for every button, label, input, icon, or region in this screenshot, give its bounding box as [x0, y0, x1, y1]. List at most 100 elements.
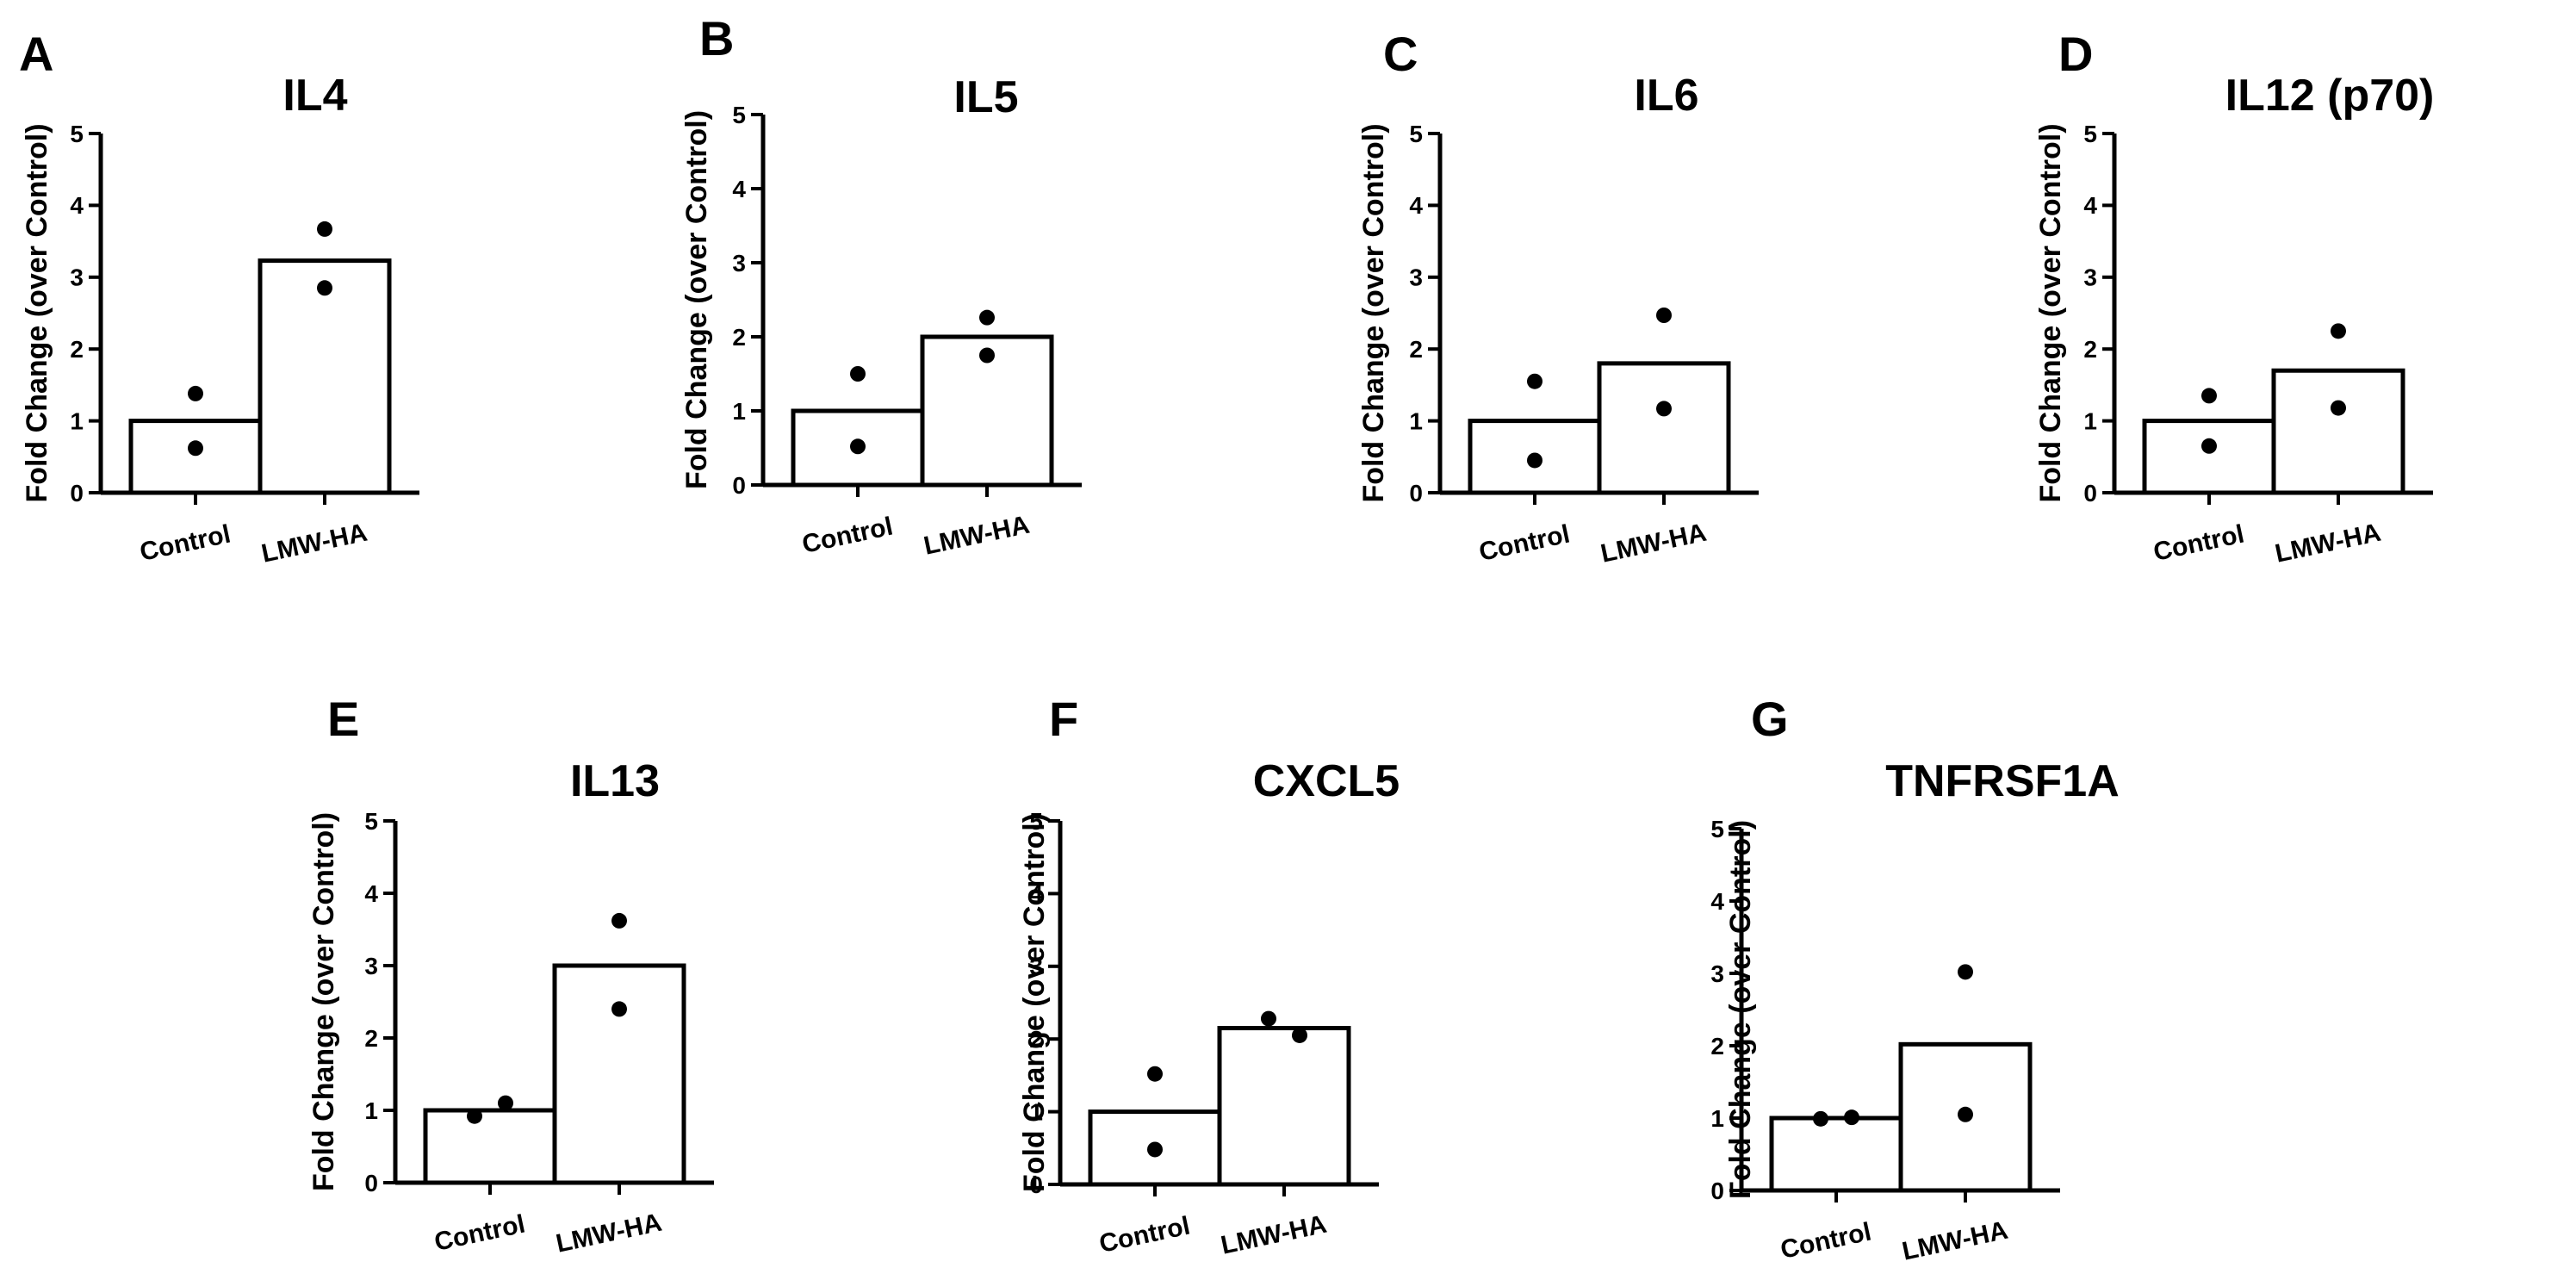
chart-title: IL12 (p70): [2225, 71, 2435, 121]
data-point: [2331, 400, 2346, 416]
data-point: [1527, 373, 1542, 389]
panel-letter: E: [327, 692, 359, 746]
panel-letter: C: [1383, 27, 1418, 81]
y-tick-label: 0: [70, 480, 84, 506]
data-point: [1656, 401, 1672, 417]
y-tick-label: 2: [1710, 1033, 1724, 1060]
panel-e: E IL13 Fold Change (over Control) 0 1 2 3 4 5 Con…: [307, 692, 714, 1258]
bar-control: [423, 1108, 557, 1185]
y-tick-label: 1: [732, 398, 746, 425]
y-axis-label: Fold Change (over Control): [1357, 123, 1390, 502]
bar-control: [128, 419, 263, 495]
y-axis-label: Fold Change (over Control): [1018, 813, 1051, 1192]
y-tick-label: 2: [364, 1025, 378, 1052]
y-tick-label: 4: [364, 880, 378, 907]
y-tick-label: 4: [1710, 888, 1724, 915]
bar-lmw-ha: [1597, 361, 1731, 495]
data-point: [2331, 323, 2346, 339]
data-point: [1261, 1010, 1276, 1027]
y-tick-label: 1: [1029, 1098, 1043, 1125]
data-point: [1958, 1106, 1973, 1122]
bar-control: [1769, 1116, 1903, 1193]
data-point: [1292, 1027, 1307, 1043]
y-tick-label: 3: [1710, 960, 1724, 987]
y-axis-label: Fold Change (over Control): [2034, 123, 2067, 502]
y-tick-label: 5: [364, 808, 378, 835]
x-tick-label: Control: [2151, 519, 2246, 566]
data-point: [1656, 308, 1672, 324]
y-axis-label: Fold Change (over Control): [680, 110, 713, 489]
panel-letter: F: [1049, 692, 1078, 746]
y-tick-label: 0: [1710, 1178, 1724, 1204]
y-tick-label: 0: [732, 472, 746, 499]
y-tick-label: 4: [1029, 880, 1043, 907]
x-tick-label: LMW-HA: [1598, 519, 1710, 569]
x-tick-label: Control: [431, 1209, 527, 1256]
y-tick-label: 2: [1409, 336, 1423, 363]
panel-c: C IL6 Fold Change (over Control) 0 1 2 3 4 5 Cont…: [1357, 27, 1759, 569]
bar-lmw-ha: [1217, 1026, 1351, 1187]
y-tick-label: 2: [70, 336, 84, 363]
x-tick-label: Control: [799, 512, 895, 558]
data-point: [467, 1108, 482, 1124]
y-tick-label: 1: [364, 1097, 378, 1124]
x-tick-label: LMW-HA: [554, 1209, 665, 1258]
y-tick-label: 4: [2083, 192, 2097, 219]
panel-letter: B: [699, 11, 734, 65]
data-point: [979, 309, 995, 326]
y-tick-label: 2: [732, 324, 746, 351]
bar-lmw-ha: [258, 258, 392, 495]
x-tick-label: Control: [1778, 1217, 1873, 1264]
panel-g: GTNFRSF1AFold Change (over Control)01234…: [1710, 692, 2119, 1266]
y-tick-label: 2: [1029, 1026, 1043, 1053]
y-tick-label: 3: [364, 953, 378, 979]
y-tick-label: 5: [70, 121, 84, 147]
y-axis-label: Fold Change (over Control): [21, 123, 53, 502]
data-point: [498, 1095, 513, 1111]
data-point: [2201, 438, 2217, 454]
y-tick-label: 3: [1409, 264, 1423, 291]
y-tick-label: 0: [364, 1170, 378, 1196]
x-tick-label: LMW-HA: [1900, 1216, 2011, 1266]
panel-d: D IL12 (p70) Fold Change (over Control) 0 1 2…: [2034, 27, 2434, 569]
chart-title: IL4: [282, 71, 347, 121]
y-tick-label: 5: [1029, 808, 1043, 835]
data-point: [979, 347, 995, 364]
chart-title: IL6: [1634, 71, 1698, 121]
panel-b: B IL5 Fold Change (over Control) 0 1 2 3 4 5 Cont…: [680, 11, 1082, 561]
y-axis-label: Fold Change (over Control): [307, 812, 340, 1191]
y-tick-label: 1: [2083, 407, 2097, 434]
y-tick-label: 5: [1710, 816, 1724, 842]
x-tick-label: LMW-HA: [2273, 519, 2384, 569]
data-point: [188, 385, 203, 401]
chart-title: IL5: [953, 72, 1018, 122]
data-point: [317, 280, 332, 296]
x-tick-label: LMW-HA: [922, 511, 1033, 561]
y-tick-label: 3: [732, 250, 746, 277]
y-tick-label: 4: [732, 176, 746, 202]
data-point: [2201, 388, 2217, 404]
chart-title: TNFRSF1A: [1885, 756, 2120, 806]
data-point: [611, 1001, 627, 1017]
bar-lmw-ha: [552, 963, 686, 1185]
x-tick-label: LMW-HA: [259, 519, 370, 569]
data-point: [1813, 1110, 1828, 1127]
y-tick-label: 3: [70, 264, 84, 291]
data-point: [317, 221, 332, 237]
y-tick-label: 1: [1710, 1105, 1724, 1132]
panel-letter: G: [1751, 692, 1789, 746]
data-point: [1844, 1109, 1859, 1126]
y-tick-label: 4: [1409, 192, 1423, 219]
y-tick-label: 5: [1409, 121, 1423, 147]
y-tick-label: 0: [1409, 480, 1423, 506]
y-tick-label: 0: [2083, 480, 2097, 506]
y-tick-label: 5: [732, 102, 746, 128]
y-tick-label: 1: [70, 407, 84, 434]
x-tick-label: LMW-HA: [1219, 1210, 1330, 1260]
y-tick-label: 2: [2083, 336, 2097, 363]
data-point: [850, 438, 866, 455]
panel-letter: A: [19, 27, 53, 81]
bar-control: [2142, 419, 2276, 495]
data-point: [188, 440, 203, 457]
data-point: [1527, 452, 1542, 469]
